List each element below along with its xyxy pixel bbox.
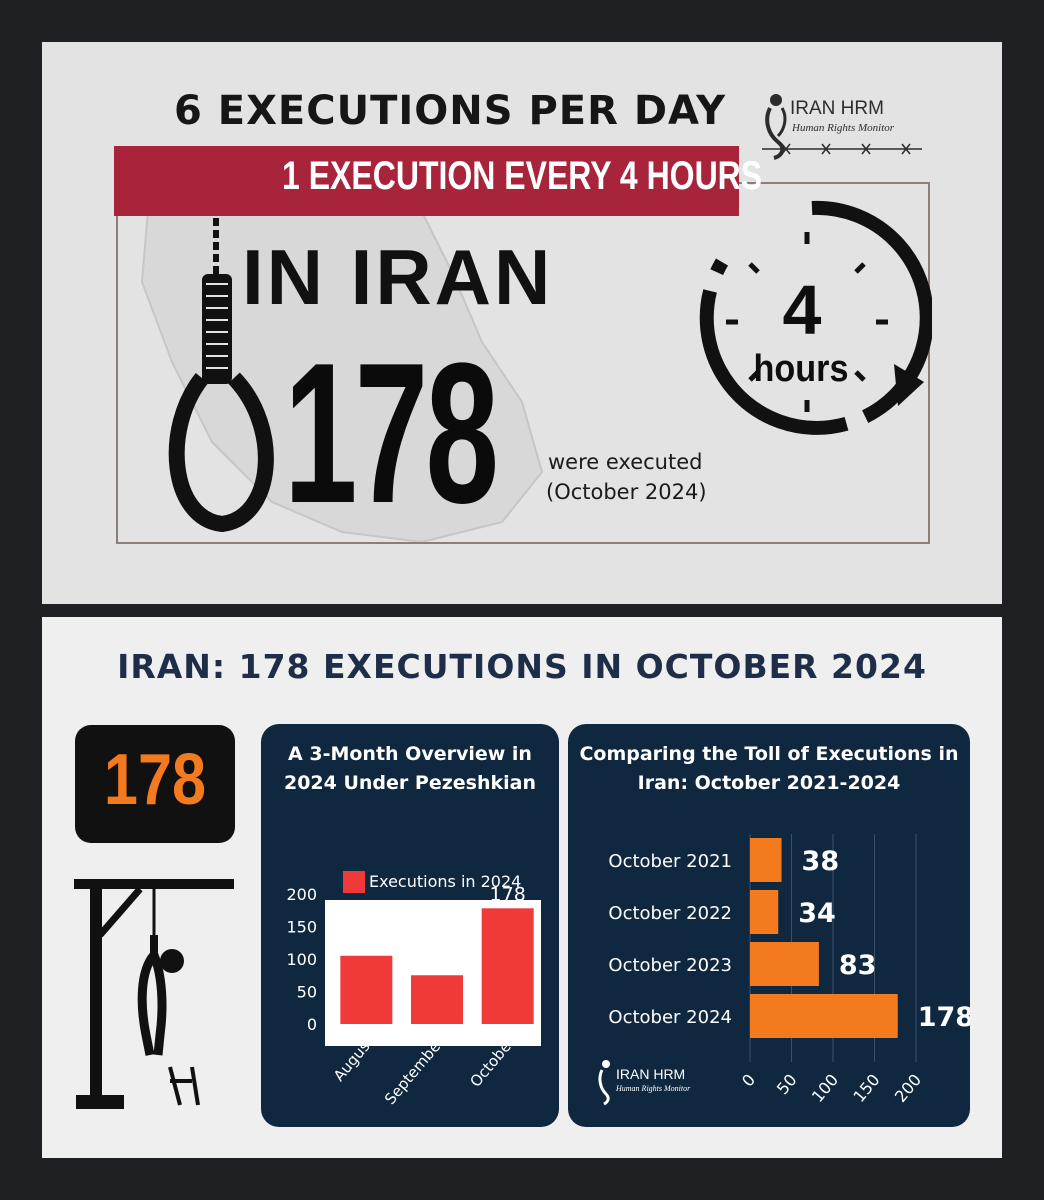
monthly-chart-card: A 3-Month Overview in 2024 Under Pezeshk… — [261, 724, 559, 1127]
yearly-chart-title: Comparing the Toll of Executions in Iran… — [579, 743, 959, 794]
top-logo-subtitle: Human Rights Monitor — [792, 122, 895, 134]
legend-label: Executions in 2024 — [369, 872, 522, 891]
x-tick-label: 150 — [849, 1070, 883, 1106]
y-tick-label: 0 — [307, 1015, 317, 1034]
top-infographic: 6 EXECUTIONS PER DAY IRAN HRM Human Righ… — [42, 42, 1002, 604]
date-caption: (October 2024) — [546, 480, 707, 504]
bar-value-label: 38 — [802, 846, 840, 877]
in-iran-text: IN IRAN — [242, 233, 554, 321]
number-badge: 178 — [75, 725, 235, 843]
bottom-heading: IRAN: 178 EXECUTIONS IN OCTOBER 2024 — [117, 647, 927, 686]
yearly-chart-card: Comparing the Toll of Executions in Iran… — [568, 724, 970, 1127]
clock-icon — [699, 200, 932, 435]
bar-october-2023 — [750, 942, 819, 986]
top-logo-name: IRAN HRM — [790, 98, 884, 119]
bottom-infographic: IRAN: 178 EXECUTIONS IN OCTOBER 2024 178… — [42, 617, 1002, 1158]
clock-number: 4 — [782, 271, 822, 349]
bottom-logo-name: IRAN HRM — [616, 1066, 686, 1082]
y-tick-label: 150 — [286, 918, 317, 937]
noose-icon — [168, 218, 274, 533]
badge-number: 178 — [103, 740, 207, 820]
bar-october-2022 — [750, 890, 779, 934]
red-banner — [114, 146, 739, 216]
clock-hours-label: hours — [753, 348, 849, 390]
category-label: October 2021 — [608, 851, 732, 872]
bottom-logo-subtitle: Human Rights Monitor — [616, 1084, 691, 1093]
bar-value-label: 34 — [798, 898, 836, 929]
x-tick-label: 50 — [773, 1070, 801, 1098]
x-tick-label: 100 — [808, 1070, 842, 1106]
category-label: October 2024 — [608, 1007, 732, 1028]
category-label: October 2023 — [608, 955, 732, 976]
x-tick-label: October — [466, 1032, 519, 1090]
bar-october — [481, 908, 534, 1024]
x-tick-label: 0 — [738, 1070, 759, 1090]
banner-text: 1 EXECUTION EVERY 4 HOURS — [282, 154, 763, 198]
category-label: October 2022 — [608, 903, 732, 924]
big-number-178: 178 — [284, 322, 499, 545]
bar-value-label: 75 — [425, 950, 449, 972]
bar-value-label: 178 — [490, 883, 526, 905]
bar-october-2024 — [750, 994, 898, 1038]
bar-september — [411, 975, 463, 1024]
bar-october-2021 — [750, 838, 782, 882]
monthly-bar-chart: 0 50 100 150 200 105 August 75 September 178 Octob… — [286, 883, 534, 1108]
top-heading: 6 EXECUTIONS PER DAY — [174, 88, 727, 134]
gallows-icon — [74, 879, 234, 1109]
hrm-logo-icon-small — [598, 1060, 610, 1106]
y-tick-label: 200 — [286, 885, 317, 904]
bar-value-label: 178 — [918, 1002, 970, 1033]
y-tick-label: 100 — [286, 950, 317, 969]
executed-caption: were executed — [548, 450, 703, 474]
monthly-chart-title: A 3-Month Overview in 2024 Under Pezeshk… — [283, 743, 536, 794]
y-tick-label: 50 — [297, 983, 317, 1002]
barbed-wire-icon — [762, 143, 922, 155]
x-tick-label: 200 — [891, 1070, 925, 1106]
yearly-bar-chart: October 2021 38 October 2022 34 October 2023… — [608, 834, 970, 1106]
x-tick-label: September — [381, 1032, 449, 1108]
bar-value-label: 83 — [839, 950, 877, 981]
x-tick-label: August — [330, 1033, 378, 1085]
legend-swatch — [343, 871, 365, 893]
bar-august — [340, 955, 393, 1024]
hrm-logo-icon — [765, 94, 787, 160]
bar-value-label: 105 — [348, 931, 384, 953]
